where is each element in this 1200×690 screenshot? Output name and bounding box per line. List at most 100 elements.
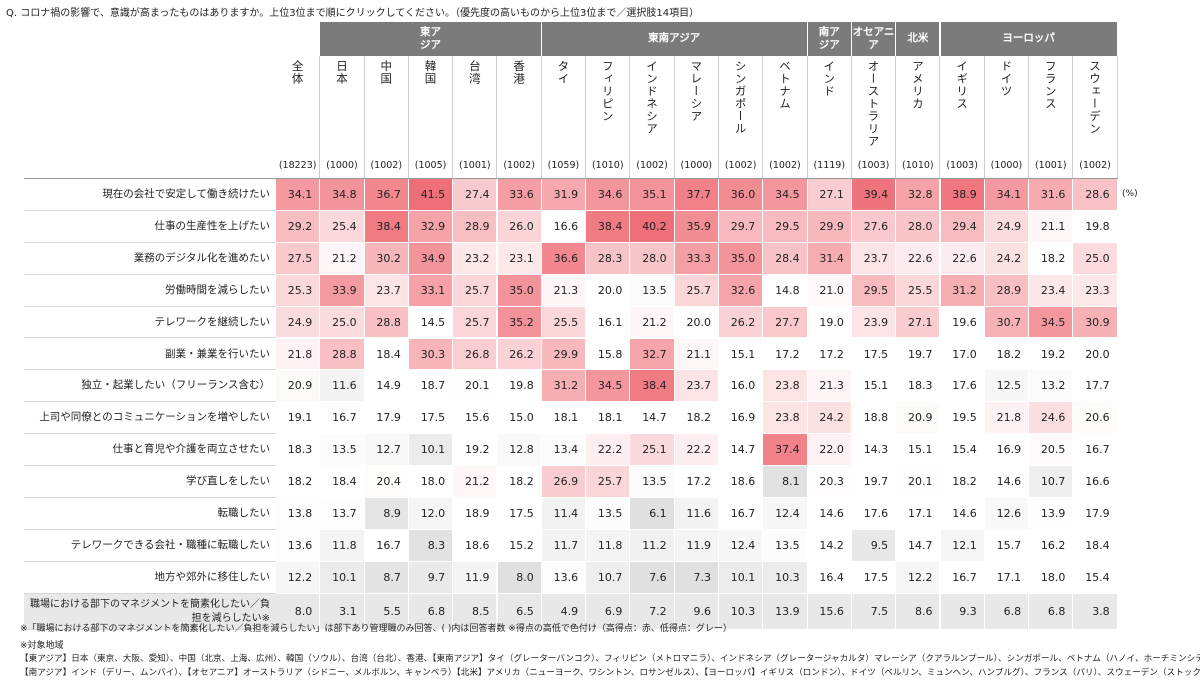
column-label: インド <box>822 60 837 98</box>
heatmap-cell: 18.4 <box>1073 529 1118 562</box>
column-label: シンガポール <box>733 60 748 135</box>
heatmap-cell: 22.0 <box>807 434 852 467</box>
heatmap-cell: 6.8 <box>408 593 454 630</box>
heatmap-cell: 15.1 <box>719 338 764 371</box>
heatmap-cell: 26.2 <box>497 338 542 371</box>
heatmap-cell: 20.3 <box>807 466 852 498</box>
region-header: 北米 <box>896 22 941 56</box>
heatmap-cell: 17.5 <box>497 498 542 530</box>
heatmap-cell: 7.3 <box>674 561 719 594</box>
row-label: 現在の会社で安定して働き続けたい <box>24 179 276 211</box>
heatmap-cell: 23.2 <box>453 242 498 275</box>
heatmap-cell: 25.5 <box>541 306 587 339</box>
respondent-count: (1059) <box>542 160 587 178</box>
heatmap-cell: 14.6 <box>807 498 852 530</box>
heatmap-cell: 20.1 <box>896 466 941 498</box>
region-header <box>276 22 321 56</box>
heatmap-cell: 12.4 <box>763 498 808 530</box>
heatmap-cell: 17.0 <box>940 338 985 371</box>
heatmap-cell: 32.8 <box>896 179 941 211</box>
heatmap-cell: 18.0 <box>1029 561 1074 594</box>
heatmap-cell: 27.1 <box>807 179 852 211</box>
heatmap-cell: 7.2 <box>630 593 675 630</box>
heatmap-cell: 17.9 <box>1073 498 1118 530</box>
region-label: 北米 <box>907 32 929 45</box>
heatmap-cell: 18.3 <box>276 434 321 467</box>
heatmap-cell: 22.2 <box>674 434 719 467</box>
heatmap-cell: 19.8 <box>497 370 542 403</box>
column-label: イギリス <box>955 60 970 110</box>
heatmap-cell: 11.2 <box>630 529 675 562</box>
heatmap-cell: 16.7 <box>320 402 365 435</box>
heatmap-cell: 12.5 <box>984 370 1030 403</box>
heatmap-cell: 21.3 <box>807 370 852 403</box>
heatmap-cell: 10.1 <box>719 561 764 594</box>
heatmap-cell: 8.9 <box>364 498 409 530</box>
heatmap-cell: 20.4 <box>364 466 409 498</box>
heatmap-cell: 11.8 <box>320 529 365 562</box>
column-label: インドネシア <box>645 60 660 135</box>
heatmap-cell: 31.6 <box>1029 179 1074 211</box>
heatmap-cell: 28.9 <box>984 274 1030 307</box>
heatmap-cell: 34.5 <box>586 370 631 403</box>
heatmap-cell: 9.5 <box>851 529 897 562</box>
heatmap-cell: 14.6 <box>940 498 985 530</box>
column-header: 香港 <box>498 56 542 160</box>
heatmap-cell: 18.2 <box>940 466 985 498</box>
heatmap-cell: 17.1 <box>984 561 1030 594</box>
column-header: アメリカ <box>896 56 941 160</box>
heatmap-cell: 20.6 <box>1073 402 1118 435</box>
heatmap-cell: 13.5 <box>320 434 365 467</box>
heatmap-cell: 13.5 <box>630 466 675 498</box>
heatmap-cell: 13.8 <box>276 498 321 530</box>
respondent-count: (1001) <box>453 160 498 178</box>
heatmap-cell: 13.5 <box>763 529 808 562</box>
heatmap-cell: 27.7 <box>763 306 808 339</box>
respondent-count: (1002) <box>719 160 764 178</box>
column-header: フランス <box>1029 56 1074 160</box>
region-header: 南アジア <box>807 22 852 56</box>
heatmap-cell: 25.7 <box>453 306 498 339</box>
heatmap-cell: 28.8 <box>364 306 409 339</box>
heatmap-cell: 10.1 <box>320 561 365 594</box>
heatmap-cell: 25.7 <box>586 466 631 498</box>
heatmap-cell: 18.6 <box>719 466 764 498</box>
heatmap-cell: 8.6 <box>896 593 941 630</box>
heatmap-cell: 10.3 <box>719 593 764 630</box>
respondent-count: (1002) <box>763 160 808 178</box>
heatmap-cell: 10.7 <box>1029 466 1074 498</box>
column-header: ドイツ <box>985 56 1030 160</box>
heatmap-cell: 6.9 <box>586 593 631 630</box>
row-label: 仕事と育児や介護を両立させたい <box>24 434 276 467</box>
heatmap-cell: 17.5 <box>851 338 897 371</box>
heatmap-cell: 24.6 <box>1029 402 1074 435</box>
heatmap-cell: 22.6 <box>940 242 985 275</box>
heatmap-cell: 14.5 <box>408 306 454 339</box>
heatmap-cell: 23.3 <box>1073 274 1118 307</box>
heatmap-cell: 30.9 <box>1073 306 1118 339</box>
heatmap-cell: 12.6 <box>984 498 1030 530</box>
column-header: インド <box>808 56 852 160</box>
unit-label: (%) <box>1122 189 1138 199</box>
heatmap-cell: 34.5 <box>763 179 808 211</box>
heatmap-cell: 18.0 <box>408 466 454 498</box>
column-header: インドネシア <box>630 56 675 160</box>
heatmap-cell: 14.9 <box>364 370 409 403</box>
column-label: マレーシア <box>689 60 704 123</box>
heatmap-cell: 34.6 <box>586 179 631 211</box>
column-header: タイ <box>542 56 587 160</box>
heatmap-cell: 18.2 <box>276 466 321 498</box>
respondent-count: (1002) <box>1073 160 1118 178</box>
heatmap-cell: 18.2 <box>497 466 542 498</box>
heatmap-cell: 12.0 <box>408 498 454 530</box>
heatmap-cell: 35.0 <box>719 242 764 275</box>
heatmap-cell: 34.9 <box>408 242 454 275</box>
heatmap-cell: 16.1 <box>586 306 631 339</box>
heatmap-cell: 29.7 <box>719 210 764 243</box>
heatmap-cell: 13.2 <box>1029 370 1074 403</box>
heatmap-cell: 16.2 <box>1029 529 1074 562</box>
respondent-count: (1000) <box>675 160 719 178</box>
row-label: 独立・起業したい（フリーランス含む） <box>24 370 276 403</box>
heatmap-cell: 25.4 <box>320 210 365 243</box>
heatmap-cell: 12.8 <box>497 434 542 467</box>
